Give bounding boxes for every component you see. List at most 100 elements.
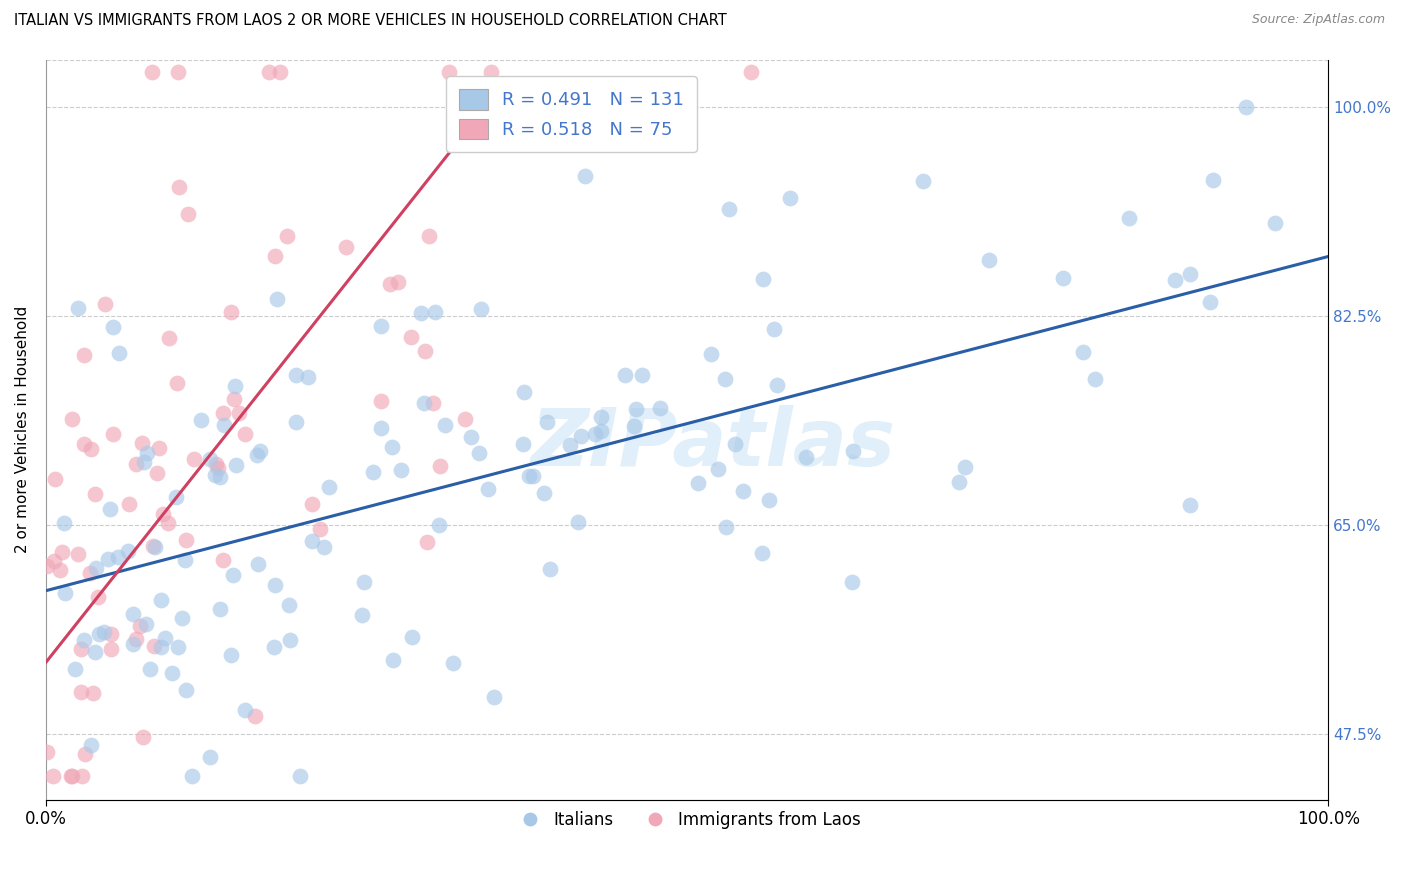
Point: [211, 406, 233, 420]
Point: [429, 458, 451, 473]
Text: Source: ZipAtlas.com: Source: ZipAtlas.com: [1251, 13, 1385, 27]
Point: [51, 545, 73, 559]
Point: [569, 429, 592, 443]
Point: [117, 544, 139, 558]
Point: [481, 64, 503, 78]
Point: [533, 485, 555, 500]
Point: [60, 769, 83, 783]
Point: [174, 533, 197, 547]
Point: [259, 64, 281, 78]
Point: [143, 639, 166, 653]
Point: [470, 302, 492, 317]
Point: [423, 304, 446, 318]
Point: [779, 191, 801, 205]
Point: [246, 558, 269, 572]
Point: [142, 539, 165, 553]
Text: ITALIAN VS IMMIGRANTS FROM LAOS 2 OR MORE VEHICLES IN HOUSEHOLD CORRELATION CHAR: ITALIAN VS IMMIGRANTS FROM LAOS 2 OR MOR…: [14, 13, 727, 29]
Point: [60, 412, 83, 426]
Point: [100, 641, 122, 656]
Point: [512, 384, 534, 399]
Point: [80, 738, 103, 752]
Point: [714, 372, 737, 386]
Point: [623, 419, 645, 434]
Point: [460, 430, 482, 444]
Point: [731, 483, 754, 498]
Point: [165, 490, 187, 504]
Point: [418, 229, 440, 244]
Point: [44, 473, 66, 487]
Point: [181, 769, 204, 783]
Point: [387, 276, 409, 290]
Point: [224, 379, 246, 393]
Point: [174, 553, 197, 567]
Point: [70, 684, 93, 698]
Point: [583, 427, 606, 442]
Text: ZIPatlas: ZIPatlas: [530, 405, 896, 483]
Point: [131, 436, 153, 450]
Point: [148, 441, 170, 455]
Point: [121, 607, 143, 622]
Point: [100, 626, 122, 640]
Point: [141, 64, 163, 78]
Y-axis label: 2 or more Vehicles in Household: 2 or more Vehicles in Household: [15, 306, 30, 553]
Point: [101, 426, 124, 441]
Point: [146, 467, 169, 481]
Point: [204, 467, 226, 482]
Point: [370, 421, 392, 435]
Point: [614, 368, 637, 382]
Point: [166, 376, 188, 390]
Point: [301, 497, 323, 511]
Point: [482, 690, 505, 705]
Point: [574, 169, 596, 183]
Point: [1264, 216, 1286, 230]
Point: [80, 442, 103, 456]
Point: [699, 347, 721, 361]
Point: [132, 730, 155, 744]
Point: [717, 202, 740, 216]
Point: [249, 444, 271, 458]
Point: [269, 64, 291, 78]
Point: [751, 546, 773, 560]
Point: [83, 645, 105, 659]
Point: [631, 368, 654, 382]
Point: [841, 444, 863, 458]
Point: [841, 574, 863, 589]
Point: [107, 550, 129, 565]
Point: [624, 401, 647, 416]
Point: [263, 249, 285, 263]
Point: [205, 457, 228, 471]
Point: [73, 633, 96, 648]
Point: [724, 437, 747, 451]
Point: [108, 346, 131, 360]
Point: [318, 480, 340, 494]
Point: [135, 617, 157, 632]
Point: [35, 745, 58, 759]
Point: [912, 173, 935, 187]
Point: [172, 611, 194, 625]
Point: [53, 585, 76, 599]
Point: [219, 305, 242, 319]
Point: [522, 469, 544, 483]
Point: [66, 301, 89, 315]
Point: [73, 348, 96, 362]
Point: [758, 492, 780, 507]
Point: [276, 229, 298, 244]
Point: [174, 683, 197, 698]
Point: [740, 64, 762, 78]
Point: [353, 574, 375, 589]
Point: [156, 516, 179, 530]
Point: [42, 769, 65, 783]
Point: [149, 593, 172, 607]
Point: [212, 552, 235, 566]
Point: [135, 445, 157, 459]
Point: [94, 297, 117, 311]
Point: [361, 465, 384, 479]
Point: [278, 633, 301, 648]
Point: [198, 750, 221, 764]
Point: [314, 540, 336, 554]
Point: [167, 640, 190, 654]
Point: [454, 412, 477, 426]
Point: [122, 637, 145, 651]
Point: [1052, 270, 1074, 285]
Point: [89, 627, 111, 641]
